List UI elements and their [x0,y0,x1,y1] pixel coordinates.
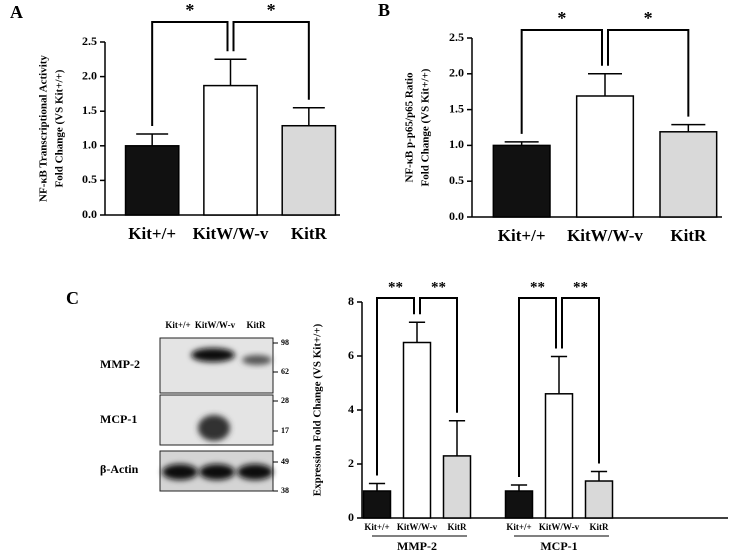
blot-panel [159,337,274,394]
bar [203,84,258,216]
y-tick-label: 2 [348,456,354,470]
marker-label: 98 [281,338,289,347]
y-tick-label: 0.5 [82,172,97,186]
lane-label: Kit+/+ [165,320,190,330]
x-tick-label: KitR [590,522,609,532]
bar [124,145,180,216]
x-tick-label: Kit+/+ [498,226,546,245]
blot-band [237,464,273,480]
y-tick-label: 2.0 [82,68,97,82]
x-tick-label: KitW/W-v [539,522,580,532]
panel-letter: C [66,288,79,308]
blot-band [162,464,198,480]
blot-band [191,348,235,362]
x-tick-label: KitR [670,226,707,245]
blot-band [199,464,235,480]
bar [584,480,614,519]
bar [504,490,534,519]
significance-label: ** [431,279,446,295]
x-tick-label: KitR [291,224,328,243]
significance-label: ** [388,279,403,295]
marker-label: 49 [281,457,289,466]
bar [402,341,432,519]
marker-label: 38 [281,486,289,495]
panel-letter: A [10,2,23,22]
y-tick-label: 4 [348,402,354,416]
blot-band [198,415,230,441]
significance-bracket [419,297,458,413]
y-tick-label: 2.5 [449,30,464,44]
row-label: MMP-2 [100,357,140,371]
significance-bracket [520,29,603,134]
x-tick-label: Kit+/+ [128,224,176,243]
y-tick-label: 6 [348,348,354,362]
significance-bracket [376,297,415,476]
y-tick-label: 1.0 [82,138,97,152]
y-axis-label: Fold Change (VS Kit+/+) [54,69,66,187]
group-label: MCP-1 [540,539,577,553]
y-axis-label: NF-κB p-p65/p65 Ratio [404,72,416,183]
lane-label: KitW/W-v [195,320,236,330]
bar [442,455,472,519]
y-tick-label: 0.5 [449,173,464,187]
significance-label: * [185,0,194,20]
y-tick-label: 2.5 [82,34,97,48]
bar [281,124,337,216]
marker-label: 62 [281,367,289,376]
row-label: MCP-1 [100,412,137,426]
western-blot [159,337,274,492]
significance-label: * [557,8,566,28]
x-tick-label: KitR [448,522,467,532]
y-axis-label: Expression Fold Change (VS Kit+/+) [312,323,324,496]
lane-label: KitR [247,320,266,330]
significance-bracket [518,297,557,478]
marker-label: 17 [281,426,289,435]
x-tick-label: KitW/W-v [193,224,269,243]
bar [544,393,574,519]
significance-label: ** [573,279,588,295]
significance-bracket [607,29,690,117]
y-tick-label: 1.5 [82,103,97,117]
y-tick-label: 8 [348,294,354,308]
panel-letter: B [378,0,390,20]
bar [575,95,635,218]
y-tick-label: 2.0 [449,66,464,80]
x-tick-label: KitW/W-v [567,226,643,245]
x-tick-label: Kit+/+ [506,522,531,532]
y-tick-label: 1.0 [449,137,464,151]
bar [362,490,392,519]
y-tick-label: 0.0 [82,207,97,221]
group-label: MMP-2 [397,539,437,553]
significance-bracket [232,21,310,100]
marker-label: 28 [281,396,289,405]
row-label: β-Actin [100,462,139,476]
bar [492,144,551,218]
x-tick-label: KitW/W-v [397,522,438,532]
significance-bracket [151,21,229,127]
significance-label: ** [530,279,545,295]
x-tick-label: Kit+/+ [364,522,389,532]
y-tick-label: 1.5 [449,101,464,115]
y-tick-label: 0 [348,510,354,524]
significance-bracket [561,297,600,464]
y-tick-label: 0.0 [449,209,464,223]
y-axis-label: Fold Change (VS Kit+/+) [420,68,432,186]
significance-label: * [644,8,653,28]
significance-label: * [267,0,276,20]
y-axis-label: NF-κB Transcriptional Activity [38,55,50,202]
bar [659,131,718,218]
blot-band [242,355,272,365]
